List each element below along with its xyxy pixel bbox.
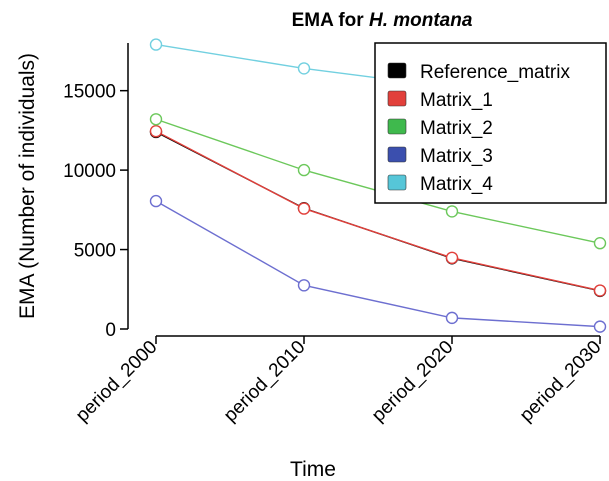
data-point [149,124,163,138]
legend-label: Matrix_1 [420,90,493,111]
legend-swatch [387,146,407,163]
legend-box [374,42,607,204]
data-point [297,279,311,292]
y-axis-title: EMA (Number of individuals) [16,53,39,319]
legend-swatch [387,62,407,79]
y-axis-ticks: 0 5000 10000 15000 [63,82,128,341]
x-tick-label: period_2030 [516,337,606,427]
data-point [149,113,163,126]
legend-swatch [387,174,407,191]
legend-label: Reference_matrix [420,62,570,83]
series-matrix-3 [149,194,607,333]
legend-label: Matrix_3 [420,146,493,167]
data-point [297,202,311,215]
legend-swatch [387,118,407,135]
legend-label: Matrix_2 [420,118,493,139]
data-point [593,236,607,250]
x-tick-label: period_2010 [220,337,310,427]
x-axis-title: Time [290,458,336,481]
data-point [445,311,459,325]
y-tick-label: 10000 [63,161,116,182]
data-point [149,194,163,208]
data-point [297,62,311,75]
series-matrix-1 [149,124,607,297]
data-point [445,251,459,265]
series-line [155,200,601,328]
x-axis-ticks: period_2000 period_2010 period_2020 period_… [72,336,606,426]
x-tick-label: period_2000 [72,337,162,427]
y-tick-label: 15000 [63,82,116,103]
data-point [297,163,311,177]
y-tick-label: 5000 [74,241,116,262]
series-line [155,130,601,292]
legend-swatch [387,90,407,107]
data-point [445,205,459,218]
legend: Reference_matrix Matrix_1 Matrix_2 Matrix_3… [374,42,607,204]
y-tick-label: 0 [105,320,116,341]
legend-label: Matrix_4 [420,174,493,195]
data-point [593,284,607,297]
data-point [593,320,607,333]
x-tick-label: period_2020 [368,337,458,427]
chart-title: EMA for H. montana [292,10,473,31]
data-point [149,38,163,51]
